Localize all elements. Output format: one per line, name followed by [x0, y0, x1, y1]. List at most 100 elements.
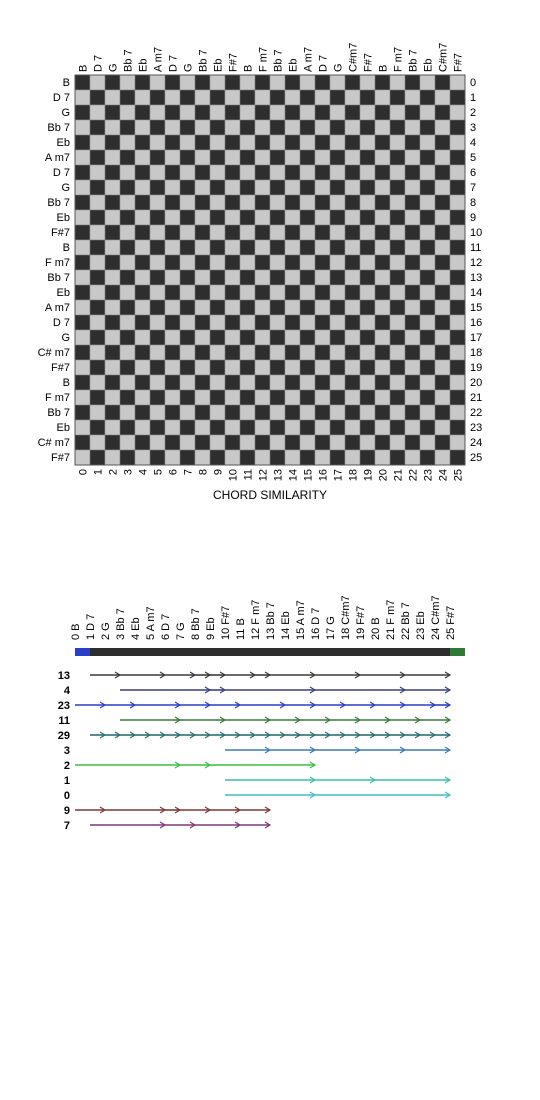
matrix-cell — [164, 314, 181, 331]
matrix-col-index: 13 — [273, 469, 285, 481]
matrix-cell — [314, 449, 331, 466]
matrix-cell — [104, 209, 121, 226]
similarity-matrix — [74, 74, 466, 466]
pattern-row: 13 — [58, 670, 452, 682]
matrix-col-label: A m7 — [153, 47, 165, 72]
sequence-label: 15 A m7 — [295, 600, 307, 640]
matrix-cell — [134, 389, 151, 406]
sequence-label: 23 Eb — [415, 611, 427, 640]
matrix-cell — [89, 284, 106, 301]
pattern-arrow — [444, 671, 452, 679]
matrix-cell — [119, 449, 136, 466]
matrix-cell — [299, 239, 316, 256]
matrix-cell — [374, 284, 391, 301]
matrix-cell — [374, 374, 391, 391]
matrix-cell — [74, 239, 91, 256]
matrix-right-labels: 0123456789101112131415161718192021222324… — [470, 77, 482, 464]
matrix-row-index: 25 — [470, 452, 482, 464]
matrix-cell — [224, 299, 241, 316]
matrix-cell — [344, 374, 361, 391]
matrix-cell — [239, 299, 256, 316]
matrix-cell — [329, 149, 346, 166]
matrix-cell — [314, 329, 331, 346]
matrix-cell — [209, 344, 226, 361]
matrix-cell — [224, 374, 241, 391]
matrix-cell — [239, 374, 256, 391]
matrix-cell — [224, 89, 241, 106]
matrix-cell — [344, 389, 361, 406]
matrix-row-label: A m7 — [45, 152, 70, 164]
matrix-cell — [434, 209, 451, 226]
matrix-cell — [164, 269, 181, 286]
matrix-cell — [374, 149, 391, 166]
matrix-cell — [389, 374, 406, 391]
matrix-cell — [209, 134, 226, 151]
matrix-row-index: 21 — [470, 392, 482, 404]
matrix-row-index: 3 — [470, 122, 476, 134]
matrix-cell — [389, 284, 406, 301]
matrix-cell — [209, 449, 226, 466]
matrix-cell — [344, 179, 361, 196]
matrix-cell — [404, 149, 421, 166]
matrix-cell — [359, 194, 376, 211]
matrix-cell — [374, 74, 391, 91]
matrix-cell — [299, 134, 316, 151]
matrix-col-label: F#7 — [228, 53, 240, 72]
matrix-cell — [419, 434, 436, 451]
pattern-arrow — [309, 761, 317, 769]
matrix-cell — [404, 74, 421, 91]
matrix-cell — [209, 104, 226, 121]
matrix-cell — [239, 194, 256, 211]
matrix-cell — [89, 419, 106, 436]
matrix-cell — [224, 104, 241, 121]
matrix-cell — [89, 224, 106, 241]
matrix-col-index: 0 — [78, 469, 90, 475]
matrix-row-label: G — [61, 182, 70, 194]
matrix-cell — [329, 269, 346, 286]
matrix-cell — [449, 254, 466, 271]
matrix-cell — [134, 119, 151, 136]
matrix-cell — [194, 224, 211, 241]
matrix-cell — [359, 359, 376, 376]
matrix-cell — [434, 239, 451, 256]
matrix-cell — [299, 194, 316, 211]
matrix-cell — [104, 104, 121, 121]
matrix-cell — [224, 239, 241, 256]
matrix-cell — [374, 194, 391, 211]
matrix-cell — [389, 179, 406, 196]
matrix-col-index: 17 — [333, 469, 345, 481]
matrix-col-index: 5 — [153, 469, 165, 475]
matrix-cell — [419, 74, 436, 91]
matrix-cell — [314, 119, 331, 136]
matrix-cell — [119, 344, 136, 361]
matrix-cell — [284, 74, 301, 91]
matrix-cell — [239, 434, 256, 451]
matrix-cell — [119, 224, 136, 241]
sequence-label: 10 F#7 — [220, 606, 232, 640]
matrix-cell — [149, 329, 166, 346]
matrix-cell — [389, 209, 406, 226]
matrix-bottom-labels: 0 1 2 3 4 5 6 7 8 9 10 11 12 13 14 15 16 17 18 19 20 21 22 23 24… — [78, 469, 465, 481]
matrix-cell — [329, 344, 346, 361]
matrix-col-index: 14 — [288, 469, 300, 481]
matrix-cell — [254, 194, 271, 211]
matrix-row-label: Bb 7 — [47, 197, 70, 209]
matrix-cell — [89, 164, 106, 181]
matrix-cell — [434, 434, 451, 451]
matrix-cell — [164, 74, 181, 91]
matrix-cell — [329, 224, 346, 241]
matrix-col-label: Bb 7 — [408, 49, 420, 72]
matrix-row-label: Eb — [57, 287, 70, 299]
matrix-cell — [299, 269, 316, 286]
matrix-cell — [344, 239, 361, 256]
matrix-row-index: 4 — [470, 137, 476, 149]
matrix-cell — [434, 269, 451, 286]
matrix-cell — [404, 224, 421, 241]
matrix-cell — [314, 344, 331, 361]
matrix-cell — [239, 419, 256, 436]
matrix-cell — [239, 104, 256, 121]
matrix-cell — [449, 224, 466, 241]
matrix-col-index: 15 — [303, 469, 315, 481]
matrix-cell — [119, 194, 136, 211]
